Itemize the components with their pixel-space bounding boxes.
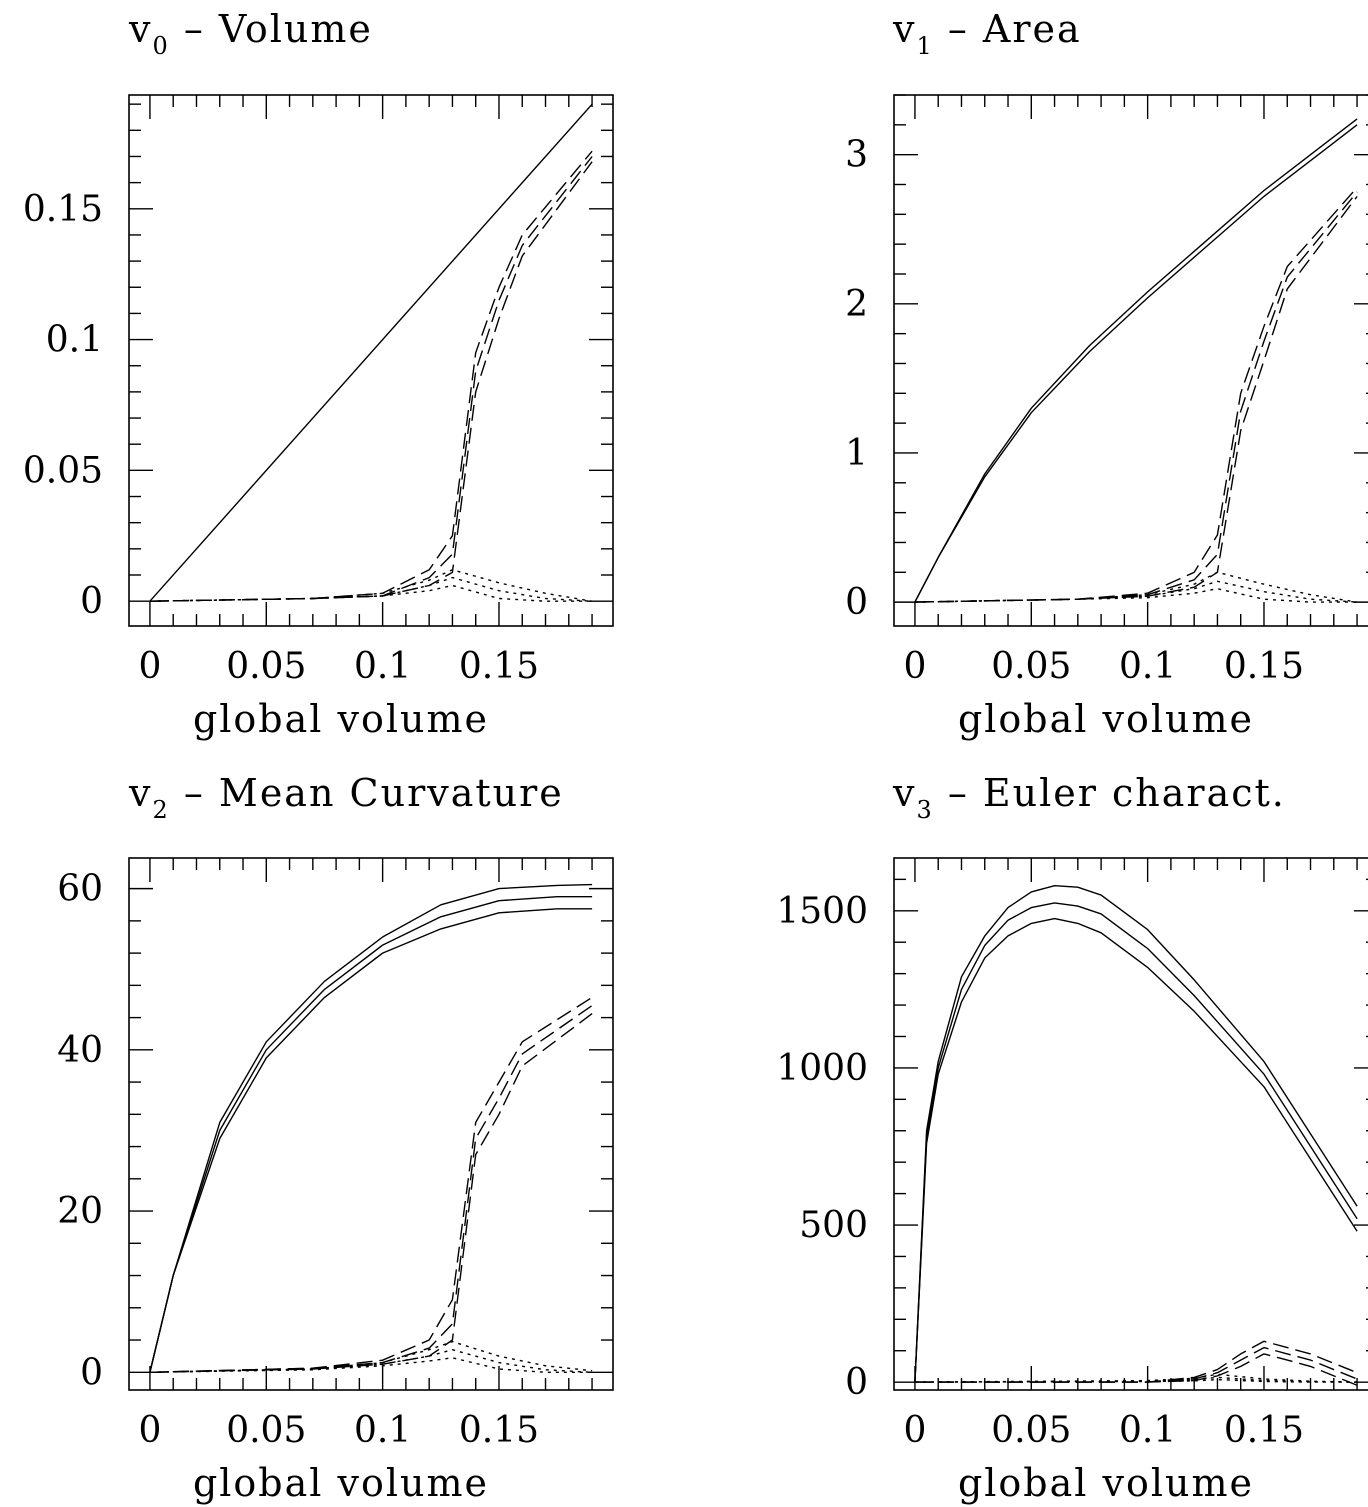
series-line-dashed bbox=[914, 191, 1358, 603]
x-tick-label: 0.05 bbox=[991, 646, 1071, 687]
series-line-dashed bbox=[149, 996, 593, 1373]
x-tick-label: 0.1 bbox=[354, 1410, 411, 1451]
x-tick-label: 0 bbox=[138, 1410, 161, 1451]
y-tick-label: 40 bbox=[57, 1030, 103, 1071]
x-tick-label: 0.1 bbox=[1119, 1410, 1176, 1451]
series-line-solid bbox=[914, 118, 1358, 603]
series-line-dashed bbox=[914, 195, 1358, 603]
series-line-dotted bbox=[149, 584, 593, 602]
y-tick-label: 3 bbox=[845, 135, 868, 176]
x-tick-label: 0.1 bbox=[1119, 646, 1176, 687]
panel-1: v1 – Area 0 0.05 0.1 0.15 0 1 2 3 global volume bbox=[845, 7, 1368, 741]
series-line-dashed bbox=[149, 161, 593, 602]
series-line-solid bbox=[149, 908, 593, 1373]
x-axis-title: global volume bbox=[958, 1461, 1254, 1505]
series-line-dashed bbox=[149, 1013, 593, 1373]
plot-frame bbox=[128, 857, 614, 1391]
y-tick-label: 0 bbox=[80, 1352, 103, 1393]
x-tick-label: 0 bbox=[903, 1410, 926, 1451]
y-tick-label: 0.05 bbox=[23, 450, 103, 491]
series-line-solid bbox=[914, 885, 1358, 1383]
plot-frame bbox=[128, 94, 614, 627]
series-line-dotted bbox=[914, 1378, 1358, 1383]
y-tick-label: 20 bbox=[57, 1191, 103, 1232]
series-line-solid bbox=[149, 103, 593, 602]
series-line-dashed bbox=[914, 1340, 1358, 1383]
x-tick-label: 0.15 bbox=[1224, 1410, 1304, 1451]
x-tick-label: 0 bbox=[903, 646, 926, 687]
series-line-solid bbox=[149, 883, 593, 1373]
panel-title: v0 – Volume bbox=[128, 7, 373, 60]
x-axis-title: global volume bbox=[193, 1461, 489, 1505]
x-tick-label: 0.05 bbox=[226, 1410, 306, 1451]
panel-title: v3 – Euler charact. bbox=[892, 771, 1286, 824]
series-line-dotted bbox=[149, 569, 593, 602]
y-tick-label: 0.15 bbox=[23, 189, 103, 230]
y-tick-label: 0 bbox=[80, 581, 103, 622]
panel-title: v1 – Area bbox=[892, 7, 1082, 60]
plot-frame bbox=[893, 857, 1368, 1391]
x-tick-label: 0 bbox=[138, 646, 161, 687]
y-tick-label: 0.1 bbox=[46, 320, 103, 361]
x-tick-label: 0.05 bbox=[226, 646, 306, 687]
x-tick-label: 0.05 bbox=[991, 1410, 1071, 1451]
series-line-dashed bbox=[914, 187, 1358, 603]
series-line-solid bbox=[149, 896, 593, 1373]
series-line-dashed bbox=[149, 156, 593, 602]
y-tick-label: 0 bbox=[845, 582, 868, 623]
series-line-dotted bbox=[914, 580, 1358, 603]
series-line-dashed bbox=[914, 1346, 1358, 1383]
x-tick-label: 0.1 bbox=[354, 646, 411, 687]
panel-0: v0 – Volume 0 0.05 0.1 0.15 0 0.05 0.1 0.15 globa… bbox=[23, 7, 614, 741]
y-tick-label: 1 bbox=[845, 433, 868, 474]
y-tick-label: 500 bbox=[799, 1205, 868, 1246]
x-tick-label: 0.15 bbox=[1224, 646, 1304, 687]
series-line-solid bbox=[914, 124, 1358, 603]
y-tick-label: 2 bbox=[845, 284, 868, 325]
x-tick-label: 0.15 bbox=[459, 646, 539, 687]
series-line-dotted bbox=[149, 1340, 593, 1373]
y-tick-label: 1000 bbox=[776, 1048, 868, 1089]
series-line-dashed bbox=[149, 150, 593, 602]
x-axis-title: global volume bbox=[958, 697, 1254, 741]
series-line-dotted bbox=[914, 571, 1358, 603]
series-line-dashed bbox=[914, 1353, 1358, 1386]
panel-3: v3 – Euler charact. 0 0.05 0.1 0.15 0 500 1000 1… bbox=[776, 771, 1368, 1505]
x-axis-title: global volume bbox=[193, 697, 489, 741]
panel-2: v2 – Mean Curvature 0 0.05 0.1 0.15 0 20 40 60 gl… bbox=[57, 771, 614, 1505]
y-tick-label: 60 bbox=[57, 869, 103, 910]
series-line-dashed bbox=[149, 1004, 593, 1373]
y-tick-label: 1500 bbox=[776, 891, 868, 932]
x-tick-label: 0.15 bbox=[459, 1410, 539, 1451]
panel-title: v2 – Mean Curvature bbox=[128, 771, 564, 824]
y-tick-label: 0 bbox=[845, 1362, 868, 1403]
series-line-dotted bbox=[149, 576, 593, 602]
series-line-solid bbox=[914, 902, 1358, 1383]
series-line-solid bbox=[914, 917, 1358, 1383]
plot-frame bbox=[893, 94, 1368, 627]
